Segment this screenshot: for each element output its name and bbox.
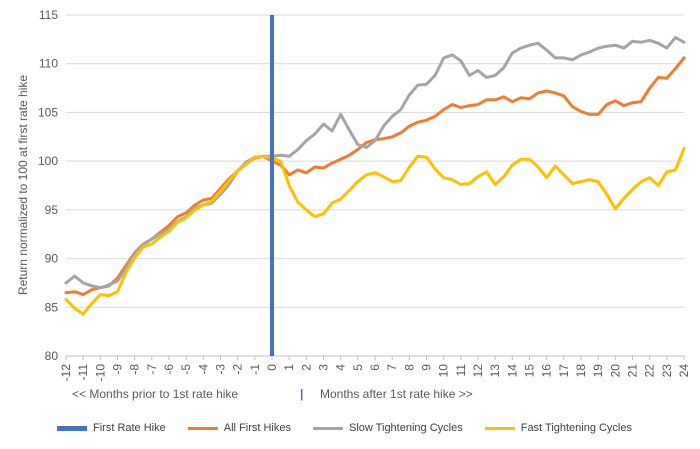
series-line-fast-tightening-cycles [64, 147, 686, 316]
x-tick-label: 1 [282, 364, 296, 371]
x-tick-label: 16 [540, 364, 554, 378]
x-tick-label: -10 [93, 364, 107, 382]
x-tick-label: 3 [317, 364, 331, 371]
x-tick-label: 23 [660, 364, 674, 378]
x-tick-label: 4 [334, 364, 348, 371]
series-line-slow-tightening-cycles [64, 35, 686, 290]
gridlines [66, 14, 684, 357]
y-tick-label: 95 [45, 203, 59, 217]
x-tick-label: -6 [162, 364, 176, 375]
legend-item-all-first-hikes: All First Hikes [187, 422, 291, 434]
legend-label: All First Hikes [223, 422, 291, 434]
x-tick-label: -5 [179, 364, 193, 375]
y-axis-title: Return normalized to 100 at first rate h… [16, 75, 30, 295]
series-line-all-first-hikes [64, 56, 686, 297]
x-tick-label: -4 [196, 364, 210, 375]
annotation-after: Months after 1st rate hike >> [320, 387, 473, 401]
x-tick-label: 19 [591, 364, 605, 378]
legend-swatch [484, 426, 515, 430]
annotation-before: << Months prior to 1st rate hike [72, 387, 239, 401]
x-tick-label: 13 [488, 364, 502, 378]
x-tick-label: 11 [454, 364, 468, 377]
x-tick-label: 10 [437, 364, 451, 378]
legend-label: Slow Tightening Cycles [348, 422, 463, 434]
x-tick-label: -9 [111, 364, 125, 375]
x-tick-label: -7 [145, 364, 159, 375]
legend-item-slow-tightening: Slow Tightening Cycles [312, 422, 463, 434]
x-tick-label: 8 [402, 364, 416, 371]
x-tick-label: 9 [420, 364, 434, 371]
y-tick-label: 105 [38, 105, 58, 119]
annotation-divider: | [300, 387, 304, 401]
x-tick-label: -3 [214, 364, 228, 375]
x-tick-label: -2 [231, 364, 245, 375]
x-tick-label: 17 [557, 364, 571, 378]
x-tick-label: -8 [128, 364, 142, 375]
y-tick-label: 80 [45, 349, 59, 363]
y-tick-label: 115 [39, 8, 58, 22]
y-tick-label: 110 [39, 57, 58, 71]
series-lines [64, 35, 686, 316]
x-tick-label: 22 [643, 364, 657, 378]
y-tick-label: 100 [38, 154, 58, 168]
x-tick-label: 6 [368, 364, 382, 371]
legend-swatch [312, 426, 343, 430]
legend-label: First Rate Hike [93, 422, 166, 434]
y-tick-label: 90 [45, 252, 59, 266]
x-tick-label: 0 [265, 364, 279, 371]
x-tick-label: 5 [351, 364, 365, 371]
x-tick-label: 18 [574, 364, 588, 378]
y-tick-label: 85 [45, 300, 59, 314]
legend-swatch [57, 425, 87, 431]
legend-swatch [187, 426, 218, 430]
x-tick-label: -1 [248, 364, 262, 375]
y-tick-labels: 80 85 90 95 100 105 110 115 [38, 8, 58, 363]
x-tick-label: 14 [505, 364, 519, 378]
x-tick-label: -11 [76, 364, 90, 381]
x-tick-label: 20 [608, 364, 622, 378]
x-tick-labels: -12 -11 -10 -9 -8 -7 -6 -5 -4 -3 -2 -1 0 1 2 3 4 5 6 7 8 9 10 1… [59, 356, 691, 381]
x-tick-label: 24 [677, 364, 691, 378]
legend: First Rate Hike All First Hikes Slow Tig… [57, 422, 654, 434]
x-tick-label: 21 [626, 364, 640, 378]
x-tick-label: -12 [59, 364, 73, 382]
legend-label: Fast Tightening Cycles [520, 422, 632, 434]
legend-item-fast-tightening: Fast Tightening Cycles [484, 422, 632, 434]
legend-item-first-rate-hike: First Rate Hike [57, 422, 166, 434]
x-tick-label: 2 [299, 364, 313, 371]
x-tick-label: 15 [523, 364, 537, 378]
x-tick-label: 7 [385, 364, 399, 371]
x-tick-label: 12 [471, 364, 485, 378]
